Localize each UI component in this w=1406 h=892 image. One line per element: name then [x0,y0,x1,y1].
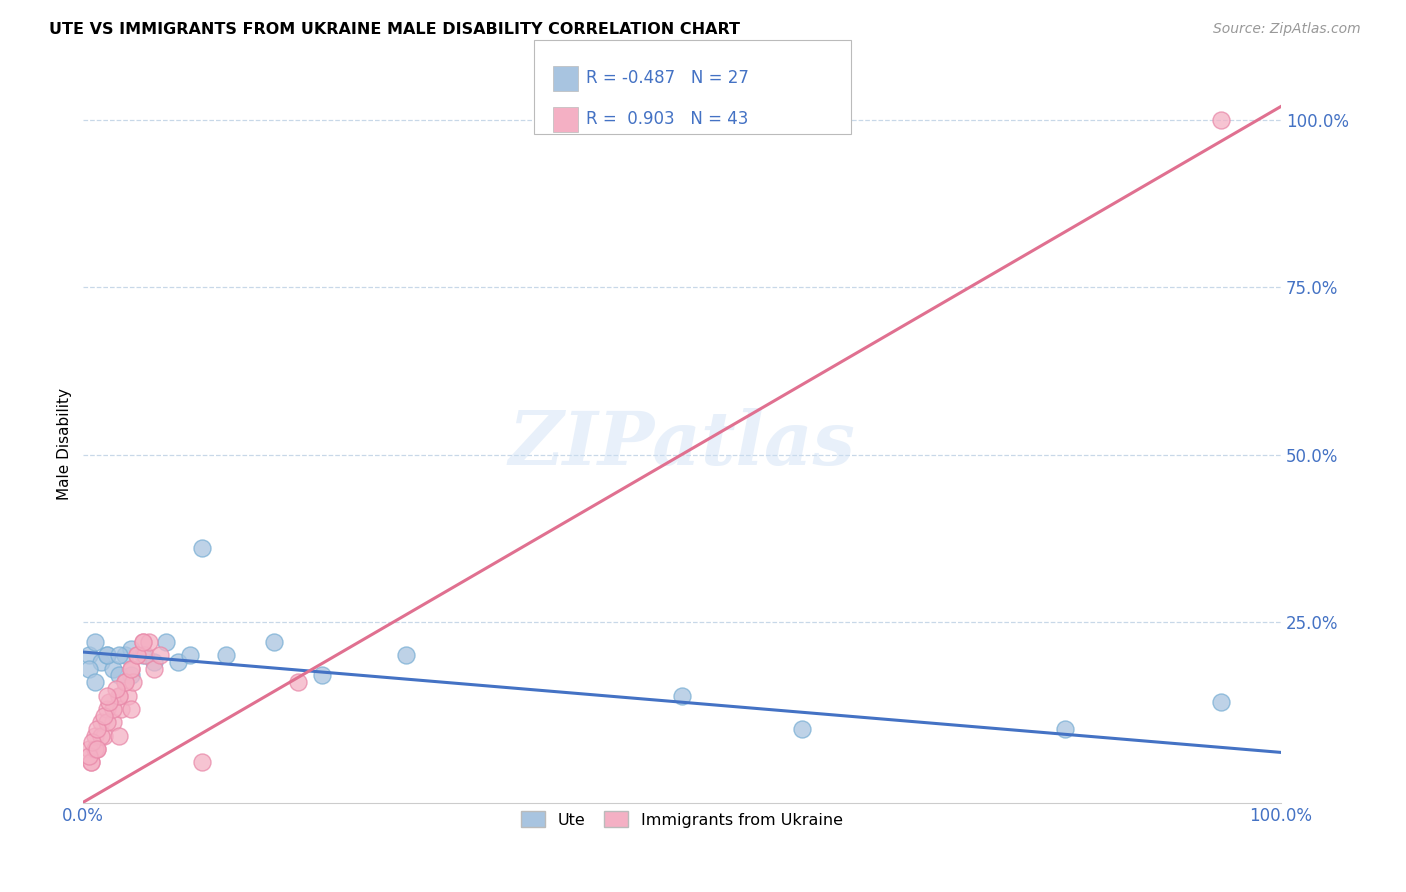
Point [311,668,333,682]
Point [101,715,124,730]
Text: R =  0.903   N = 43: R = 0.903 N = 43 [586,111,748,128]
Point [131,648,153,663]
Point [134,648,156,663]
Point [90,729,112,743]
Point [149,648,172,663]
Point [125,648,148,663]
Point [131,635,153,649]
Point [83,675,105,690]
Point [191,756,214,770]
Point [114,648,136,663]
Point [107,689,129,703]
Point [120,662,142,676]
Point [80,756,103,770]
Point [395,648,418,663]
Point [101,662,124,676]
Point [96,702,118,716]
Point [77,648,100,663]
Point [120,668,142,682]
Point [77,662,100,676]
Point [179,648,201,663]
Point [287,675,309,690]
Point [86,742,108,756]
Y-axis label: Male Disability: Male Disability [58,389,72,500]
Point [131,635,153,649]
Point [101,702,124,716]
Point [90,715,112,730]
Point [110,702,132,716]
Point [138,635,160,649]
Point [96,689,118,703]
Point [80,756,103,770]
Text: R = -0.487   N = 27: R = -0.487 N = 27 [586,70,749,87]
Point [125,648,148,663]
Legend: Ute, Immigrants from Ukraine: Ute, Immigrants from Ukraine [515,805,849,834]
Point [83,635,105,649]
Point [167,655,190,669]
Point [93,708,115,723]
Point [120,641,142,656]
Point [120,702,142,716]
Point [671,689,693,703]
Point [1209,112,1232,127]
Point [120,662,142,676]
Point [263,635,285,649]
Point [114,675,136,690]
Text: UTE VS IMMIGRANTS FROM UKRAINE MALE DISABILITY CORRELATION CHART: UTE VS IMMIGRANTS FROM UKRAINE MALE DISA… [49,22,740,37]
Point [83,742,105,756]
Point [143,662,166,676]
Point [155,635,177,649]
Point [114,675,136,690]
Point [107,689,129,703]
Text: Source: ZipAtlas.com: Source: ZipAtlas.com [1213,22,1361,37]
Point [191,541,214,556]
Point [143,655,166,669]
Point [86,722,108,736]
Point [86,742,108,756]
Point [215,648,238,663]
Point [107,729,129,743]
Point [107,648,129,663]
Point [82,735,104,749]
Point [107,668,129,682]
Text: ZIPatlas: ZIPatlas [509,409,855,481]
Point [77,742,100,756]
Point [83,729,105,743]
Point [96,648,118,663]
Point [790,722,813,736]
Point [93,729,115,743]
Point [96,648,118,663]
Point [1054,722,1077,736]
Point [105,681,128,696]
Point [96,715,118,730]
Point [122,675,145,690]
Point [117,689,139,703]
Point [77,748,100,763]
Point [1209,695,1232,709]
Point [90,655,112,669]
Point [97,695,120,709]
